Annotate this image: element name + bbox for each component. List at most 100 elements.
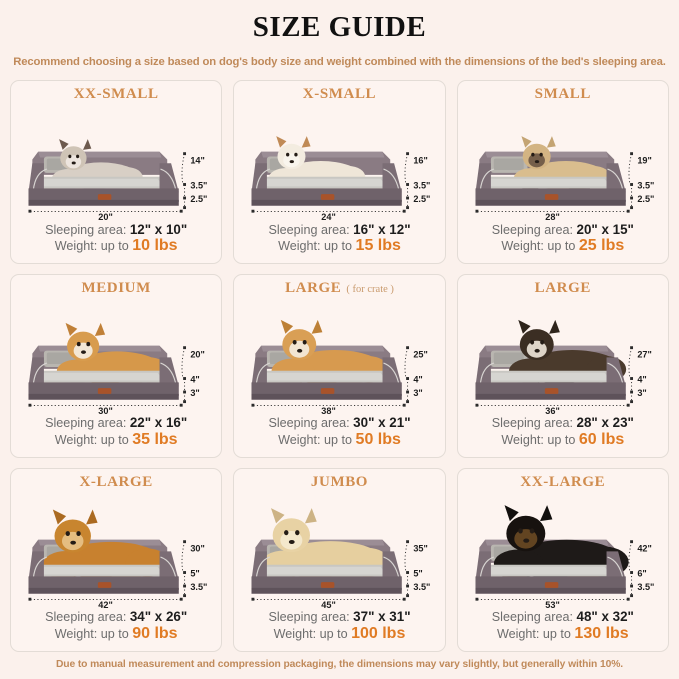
size-card-title: MEDIUM: [81, 280, 150, 297]
bed-illustration: 45" 35" 5" 3.5": [238, 491, 440, 609]
size-name-label: X-LARGE: [79, 474, 153, 491]
sleeping-area-line: Sleeping area: 22" x 16": [15, 415, 217, 431]
bed-illustration: 30" 20" 4" 3": [15, 297, 217, 415]
bed-illustration: 42" 30" 5" 3.5": [15, 491, 217, 609]
sleeping-area-value: 30" x 21": [353, 415, 411, 431]
sleeping-area-label: Sleeping area:: [491, 610, 573, 625]
weight-value: 130 lbs: [574, 625, 629, 643]
weight-up-to-label: up to: [100, 627, 129, 642]
sleeping-area-value: 48" x 32": [576, 609, 634, 625]
sleeping-area-value: 12" x 10": [129, 221, 188, 237]
size-card[interactable]: X-SMALL: [233, 80, 446, 265]
weight-line: Weight: up to 60 lbs: [462, 431, 664, 450]
size-card[interactable]: JUMBO: [233, 468, 446, 652]
svg-text:3": 3": [414, 388, 423, 398]
size-name-label: SMALL: [534, 86, 591, 103]
bed-illustration: 20" 14" 3.5" 2.5": [15, 103, 217, 222]
bed-illustration: 28" 19" 3.5" 2.5": [462, 103, 664, 222]
svg-text:2.5": 2.5": [637, 194, 654, 204]
svg-text:3.5": 3.5": [190, 181, 207, 191]
svg-text:42": 42": [637, 543, 652, 553]
weight-value: 15 lbs: [355, 237, 401, 255]
sleeping-area-line: Sleeping area: 16" x 12": [238, 222, 440, 238]
svg-text:5": 5": [414, 569, 423, 579]
size-card[interactable]: MEDIUM: [10, 274, 223, 459]
size-card-title: LARGE: [535, 280, 591, 297]
weight-line: Weight: up to 15 lbs: [238, 237, 440, 256]
sleeping-area-line: Sleeping area: 34" x 26": [15, 609, 217, 625]
size-card-title: JUMBO: [311, 474, 368, 491]
weight-value: 10 lbs: [132, 237, 178, 255]
sleeping-area-label: Sleeping area:: [268, 416, 350, 431]
weight-line: Weight: up to 90 lbs: [15, 625, 217, 644]
size-card[interactable]: XX-LARGE: [456, 468, 669, 652]
weight-up-to-label: up to: [547, 433, 576, 448]
size-name-label: X-SMALL: [302, 86, 377, 103]
sleeping-area-label: Sleeping area:: [491, 416, 573, 431]
weight-label: Weight:: [501, 239, 544, 254]
svg-text:27": 27": [637, 350, 652, 360]
sleeping-area-label: Sleeping area:: [45, 416, 127, 431]
sleeping-area-line: Sleeping area: 48" x 32": [462, 609, 664, 625]
size-card-title: LARGE ( for crate ): [285, 280, 394, 297]
weight-label: Weight:: [54, 433, 98, 448]
weight-up-to-label: up to: [319, 627, 348, 642]
size-card[interactable]: LARGE ( for crate ): [233, 274, 446, 459]
svg-text:4": 4": [190, 375, 199, 385]
size-name-label: XX-SMALL: [73, 86, 159, 103]
sleeping-area-value: 28" x 23": [576, 415, 634, 431]
size-card-title: X-SMALL: [303, 86, 376, 103]
svg-text:28": 28": [545, 213, 560, 222]
svg-text:24": 24": [322, 213, 337, 222]
svg-text:3.5": 3.5": [637, 181, 654, 191]
svg-text:35": 35": [414, 543, 429, 553]
svg-text:38": 38": [322, 406, 337, 415]
weight-line: Weight: up to 35 lbs: [15, 431, 217, 450]
weight-line: Weight: up to 10 lbs: [15, 237, 217, 256]
svg-text:2.5": 2.5": [414, 194, 431, 204]
weight-value: 35 lbs: [132, 431, 178, 449]
bed-illustration: 36" 27" 4" 3": [462, 297, 664, 415]
svg-text:6": 6": [637, 569, 646, 579]
bed-illustration: 24" 16" 3.5" 2.5": [238, 103, 440, 222]
weight-label: Weight:: [54, 627, 98, 642]
bed-illustration: 53" 42" 6" 3.5": [462, 491, 664, 609]
size-name-note: ( for crate ): [346, 284, 394, 296]
size-card[interactable]: XX-SMALL: [10, 80, 223, 265]
size-card-title: XX-LARGE: [520, 474, 605, 491]
svg-text:3": 3": [190, 388, 199, 398]
sleeping-area-label: Sleeping area:: [268, 610, 350, 625]
svg-text:20": 20": [190, 350, 205, 360]
sleeping-area-value: 37" x 31": [353, 609, 411, 625]
size-card-specs: Sleeping area: 30" x 21" Weight: up to 5…: [238, 415, 440, 451]
sleeping-area-line: Sleeping area: 30" x 21": [238, 415, 440, 431]
weight-label: Weight:: [54, 239, 98, 254]
size-card-title: X-LARGE: [79, 474, 152, 491]
bed-illustration: 38" 25" 4" 3": [238, 297, 440, 415]
weight-label: Weight:: [496, 627, 540, 642]
svg-text:3.5": 3.5": [414, 181, 431, 191]
size-card-specs: Sleeping area: 28" x 23" Weight: up to 6…: [462, 415, 664, 451]
svg-text:30": 30": [98, 406, 113, 415]
svg-text:3.5": 3.5": [190, 582, 207, 592]
svg-text:19": 19": [637, 156, 652, 166]
size-card-specs: Sleeping area: 16" x 12" Weight: up to 1…: [238, 222, 440, 258]
size-card[interactable]: LARGE: [456, 274, 669, 459]
size-card[interactable]: X-LARGE: [10, 468, 223, 652]
svg-text:36": 36": [545, 406, 560, 415]
sleeping-area-value: 22" x 16": [129, 415, 188, 431]
size-card[interactable]: SMALL: [456, 80, 669, 265]
weight-value: 60 lbs: [578, 431, 625, 449]
weight-up-to-label: up to: [324, 433, 353, 448]
size-card-title: SMALL: [535, 86, 591, 103]
svg-text:16": 16": [414, 156, 429, 166]
size-card-title: XX-SMALL: [74, 86, 159, 103]
size-name-label: XX-LARGE: [520, 474, 606, 491]
size-card-specs: Sleeping area: 34" x 26" Weight: up to 9…: [15, 609, 217, 645]
svg-text:3": 3": [637, 388, 646, 398]
size-name-label: LARGE: [534, 280, 591, 297]
weight-line: Weight: up to 25 lbs: [462, 237, 664, 256]
weight-up-to-label: up to: [100, 433, 129, 448]
sleeping-area-label: Sleeping area:: [45, 610, 127, 625]
size-card-specs: Sleeping area: 22" x 16" Weight: up to 3…: [15, 415, 217, 451]
